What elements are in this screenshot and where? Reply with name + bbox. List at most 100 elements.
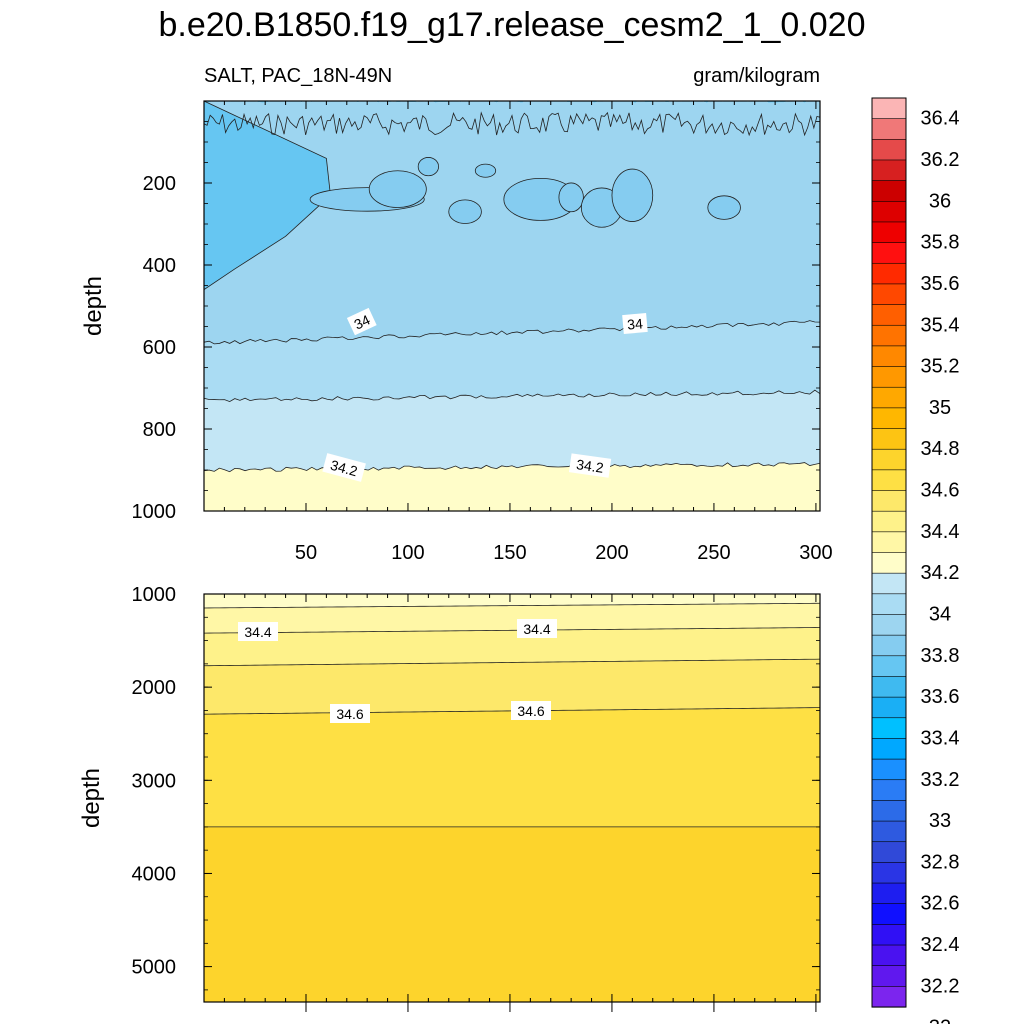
salinity-band xyxy=(204,659,820,715)
salinity-band xyxy=(204,462,820,511)
contour-patch xyxy=(448,199,482,224)
colorbar-swatch xyxy=(871,655,907,678)
colorbar-swatch xyxy=(871,283,907,306)
salinity-band xyxy=(204,826,820,1002)
colorbar-swatch xyxy=(871,862,907,884)
colorbar-swatch xyxy=(871,531,907,554)
colorbar-label: 35.6 xyxy=(921,273,960,295)
colorbar-swatch xyxy=(871,407,907,430)
contour-label-text: 34.4 xyxy=(244,624,271,640)
colorbar-label: 32.2 xyxy=(921,975,960,997)
colorbar-label: 33.6 xyxy=(921,686,960,708)
colorbar-swatch xyxy=(871,180,907,202)
colorbar-label: 34 xyxy=(929,603,951,625)
colorbar-swatch xyxy=(871,924,907,946)
lower-y-axis-label: depth xyxy=(78,768,105,828)
contour-patch xyxy=(417,157,439,177)
colorbar-label: 36 xyxy=(929,190,951,212)
colorbar-label: 32 xyxy=(929,1017,951,1024)
salinity-band xyxy=(204,101,820,344)
colorbar-swatch xyxy=(871,820,907,843)
contour-label: 34.2 xyxy=(322,453,366,482)
colorbar-swatch xyxy=(871,696,907,719)
salinity-band xyxy=(204,594,820,608)
colorbar-swatch xyxy=(871,944,907,967)
colorbar-label: 32.8 xyxy=(921,851,960,873)
colorbar-swatch xyxy=(871,345,907,368)
lower-ytick-label: 3000 xyxy=(132,770,177,792)
upper-ytick-label: 600 xyxy=(143,337,176,359)
contour-label-bg xyxy=(517,619,557,638)
upper-ytick-label: 200 xyxy=(143,173,176,195)
upper-y-axis-label: depth xyxy=(80,276,107,336)
salinity-band xyxy=(204,320,820,402)
colorbar-swatch xyxy=(871,262,907,285)
colorbar-swatch xyxy=(871,552,907,574)
colorbar-label: 34.2 xyxy=(921,562,960,584)
contour-label-bg xyxy=(330,704,370,723)
contour-label: 34 xyxy=(346,307,377,336)
colorbar-label: 36.2 xyxy=(921,149,960,171)
contour-label: 34.6 xyxy=(330,704,370,723)
upper-xtick-label: 300 xyxy=(799,542,832,564)
lower-ytick-label: 4000 xyxy=(132,863,177,885)
contour-label: 34.4 xyxy=(238,622,278,641)
colorbar-swatch xyxy=(871,779,907,802)
contour-patch xyxy=(474,163,497,178)
colorbar-swatch xyxy=(871,903,907,925)
lower-plot-frame xyxy=(203,593,821,1003)
contour-label-text: 34.2 xyxy=(329,457,360,480)
contour-line xyxy=(204,627,820,634)
contour-label: 34.4 xyxy=(517,619,557,638)
contour-label-text: 34 xyxy=(627,315,644,332)
colorbar-swatch xyxy=(871,614,907,636)
colorbar-swatch xyxy=(871,510,907,533)
lower-ytick-label: 5000 xyxy=(132,957,177,979)
colorbar-frame xyxy=(871,97,907,1008)
colorbar-label: 32.4 xyxy=(921,934,960,956)
colorbar-label: 34.4 xyxy=(921,521,960,543)
surface-contour xyxy=(204,111,820,137)
colorbar-swatch xyxy=(871,366,907,388)
colorbar-label: 33.2 xyxy=(921,769,960,791)
colorbar-swatch xyxy=(871,386,907,409)
contour-label: 34.6 xyxy=(511,701,551,720)
figure-title: b.e20.B1850.f19_g17.release_cesm2_1_0.02… xyxy=(158,6,865,44)
contour-label-text: 34.6 xyxy=(336,706,363,722)
contour-label-bg xyxy=(622,312,648,335)
colorbar-swatch xyxy=(871,469,907,492)
colorbar-label: 36.4 xyxy=(921,108,960,130)
colorbar-label: 35 xyxy=(929,397,951,419)
contour-patch xyxy=(558,182,584,213)
colorbar-label: 35.2 xyxy=(921,356,960,378)
upper-panel: 200 400 600 800 1000 50 100 150 200 250 300 34 34 34.… xyxy=(80,100,833,564)
contour-label-text: 34.6 xyxy=(517,703,544,719)
colorbar-swatch xyxy=(871,97,907,120)
contour-label-bg xyxy=(238,622,278,641)
colorbar-label: 35.4 xyxy=(921,314,960,336)
colorbar-swatch xyxy=(871,634,907,657)
salinity-band xyxy=(204,390,820,472)
low-salinity-wedge xyxy=(204,101,331,291)
subtitle-left: SALT, PAC_18N-49N xyxy=(204,65,392,87)
colorbar-swatch xyxy=(871,882,907,905)
contour-label-bg xyxy=(346,307,377,336)
salinity-band xyxy=(204,707,820,827)
colorbar-swatch xyxy=(871,221,907,244)
colorbar-swatch xyxy=(871,448,907,471)
subtitle-right: gram/kilogram xyxy=(693,65,820,87)
colorbar-swatch xyxy=(871,717,907,740)
contour-line xyxy=(204,602,820,609)
contour-patch xyxy=(707,195,741,220)
colorbar-label: 34.6 xyxy=(921,480,960,502)
lower-ytick-label: 1000 xyxy=(132,584,177,606)
contour-label-bg xyxy=(322,453,366,482)
colorbar: 36.4 36.2 36 35.8 35.6 35.4 35.2 35 34.8 34.6 34.4… xyxy=(871,97,960,1024)
colorbar-swatch xyxy=(871,758,907,781)
colorbar-swatch xyxy=(871,986,907,1008)
colorbar-swatch xyxy=(871,139,907,161)
upper-ytick-label: 1000 xyxy=(132,501,177,523)
contour-label-text: 34.4 xyxy=(523,621,550,637)
upper-xtick-label: 100 xyxy=(391,542,424,564)
